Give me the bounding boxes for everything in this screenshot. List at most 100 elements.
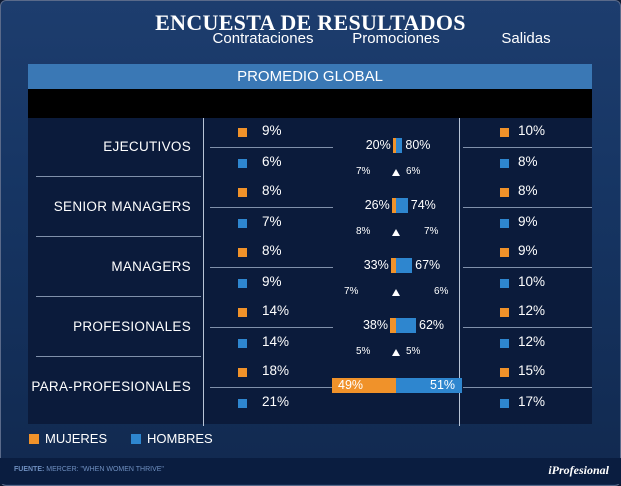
row-label: MANAGERS [111, 259, 191, 274]
column-divider [203, 118, 204, 426]
triangle-up-icon [392, 349, 400, 356]
row-separator [210, 207, 333, 208]
salidas-mujeres-value: 12% [518, 303, 546, 318]
promociones-hombres-bar [396, 318, 416, 333]
hombres-icon [238, 339, 247, 348]
mujeres-icon [500, 188, 509, 197]
salidas-hombres-value: 17% [518, 394, 546, 409]
row-separator [463, 207, 592, 208]
mujeres-icon [500, 368, 509, 377]
mujeres-icon [238, 128, 247, 137]
promociones-mujeres-bar [390, 258, 396, 273]
promociones-hombres-value: 51% [430, 378, 456, 392]
publisher-logo: iProfesional [548, 463, 609, 477]
mujeres-icon [238, 248, 247, 257]
promociones-change-right: 5% [406, 346, 421, 357]
promociones-mujeres-value: 20% [365, 138, 391, 152]
salidas-mujeres-value: 9% [518, 243, 538, 258]
hombres-icon [238, 399, 247, 408]
promociones-hombres-bar [396, 378, 462, 393]
column-header-salidas: Salidas [501, 30, 551, 47]
row-label: SENIOR MANAGERS [53, 199, 191, 214]
mujeres-icon [238, 368, 247, 377]
infographic-title: ENCUESTA DE RESULTADOS [155, 10, 466, 35]
contrataciones-hombres-value: 9% [262, 274, 282, 289]
promociones-mujeres-bar [390, 318, 396, 333]
row-separator [210, 387, 333, 388]
section-separator [36, 296, 201, 297]
promociones-mujeres-value: 33% [363, 258, 389, 272]
promociones-change-left: 7% [356, 166, 371, 177]
hombres-icon [500, 279, 509, 288]
triangle-up-icon [392, 229, 400, 236]
promociones-change-left: 7% [344, 286, 359, 297]
contrataciones-mujeres-value: 8% [262, 243, 282, 258]
contrataciones-hombres-value: 7% [262, 214, 282, 229]
row-label: PARA-PROFESIONALES [31, 379, 191, 394]
hombres-icon [238, 159, 247, 168]
hombres-icon [500, 339, 509, 348]
row-separator [463, 147, 592, 148]
salidas-mujeres-value: 15% [518, 363, 546, 378]
contrataciones-mujeres-value: 9% [262, 123, 282, 138]
salidas-hombres-value: 8% [518, 154, 538, 169]
hombres-icon [238, 279, 247, 288]
row-label: PROFESIONALES [73, 319, 191, 334]
section-separator [36, 236, 201, 237]
promociones-mujeres-bar [332, 378, 396, 393]
mujeres-icon [500, 308, 509, 317]
promociones-change-left: 5% [356, 346, 371, 357]
salidas-mujeres-value: 10% [518, 123, 546, 138]
salidas-hombres-value: 9% [518, 214, 538, 229]
section-separator [36, 176, 201, 177]
hombres-icon [238, 219, 247, 228]
mujeres-icon [500, 248, 509, 257]
promociones-change-right: 7% [424, 226, 439, 237]
row-label: EJECUTIVOS [103, 139, 191, 154]
column-divider [459, 118, 460, 426]
row-separator [463, 327, 592, 328]
hombres-icon [500, 159, 509, 168]
salidas-mujeres-value: 8% [518, 183, 538, 198]
promociones-hombres-value: 74% [410, 198, 436, 212]
promociones-mujeres-value: 49% [338, 378, 364, 392]
results-panel: PROMEDIO GLOBAL [28, 64, 592, 424]
legend-mujeres-swatch [29, 434, 39, 444]
source-text: MERCER: "WHEN WOMEN THRIVE" [46, 466, 164, 473]
panel-header: PROMEDIO GLOBAL [28, 64, 592, 89]
salidas-hombres-value: 10% [518, 274, 546, 289]
contrataciones-hombres-value: 14% [262, 334, 290, 349]
promociones-hombres-bar [396, 138, 403, 153]
column-header-promociones: Promociones [352, 30, 440, 47]
contrataciones-mujeres-value: 14% [262, 303, 290, 318]
mujeres-icon [238, 308, 247, 317]
row-separator [210, 327, 333, 328]
legend-mujeres-label: MUJERES [45, 431, 108, 446]
source-label: FUENTE: [14, 466, 45, 473]
promociones-mujeres-value: 26% [364, 198, 390, 212]
section-separator [36, 356, 201, 357]
contrataciones-mujeres-value: 18% [262, 363, 290, 378]
promociones-mujeres-bar [391, 198, 396, 213]
promociones-change-left: 8% [356, 226, 371, 237]
salidas-hombres-value: 12% [518, 334, 546, 349]
legend-hombres-label: HOMBRES [147, 431, 213, 446]
promociones-mujeres-bar [392, 138, 396, 153]
column-header-bar [28, 89, 592, 118]
promociones-change-right: 6% [406, 166, 421, 177]
contrataciones-hombres-value: 21% [262, 394, 290, 409]
triangle-up-icon [392, 169, 400, 176]
mujeres-icon [500, 128, 509, 137]
contrataciones-mujeres-value: 8% [262, 183, 282, 198]
row-separator [210, 147, 333, 148]
contrataciones-hombres-value: 6% [262, 154, 282, 169]
row-separator [463, 267, 592, 268]
row-separator [463, 387, 592, 388]
column-header-contrataciones: Contrataciones [212, 30, 314, 47]
hombres-icon [500, 219, 509, 228]
hombres-icon [500, 399, 509, 408]
promociones-hombres-value: 80% [405, 138, 431, 152]
promociones-hombres-value: 67% [415, 258, 441, 272]
mujeres-icon [238, 188, 247, 197]
promociones-mujeres-value: 38% [362, 318, 388, 332]
